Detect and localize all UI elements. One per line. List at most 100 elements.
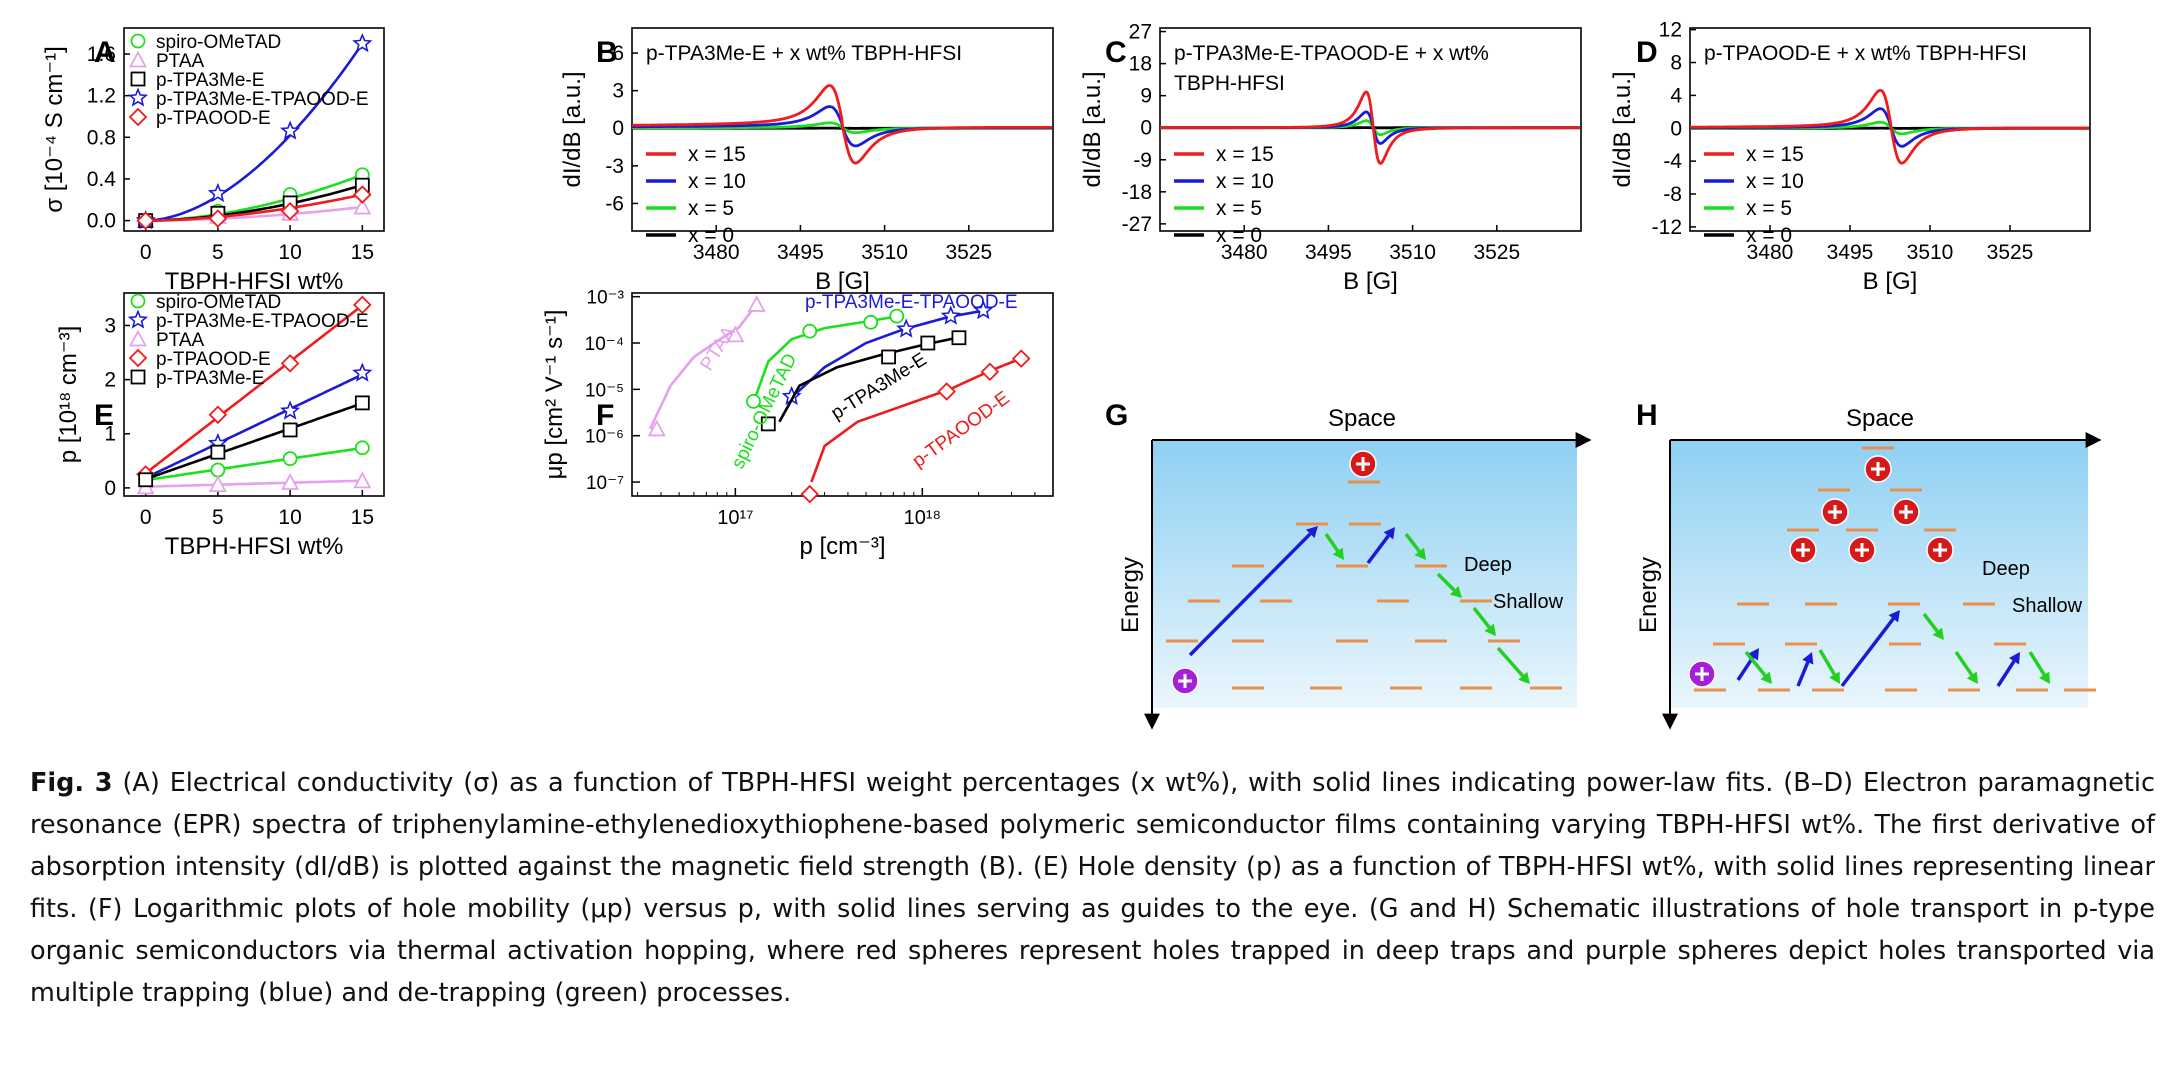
panel-letter-b: B <box>596 36 618 69</box>
y-tick-label: -18 <box>1122 181 1152 204</box>
x-tick-label: 3480 <box>1747 241 1794 264</box>
x-tick-label: 3510 <box>1907 241 1954 264</box>
legend-marker <box>130 293 146 309</box>
series-label-tpaood: p-TPAOOD-E <box>909 388 1014 472</box>
arrow-head <box>1305 526 1318 539</box>
data-point <box>354 395 370 411</box>
arrow-head <box>1484 623 1496 636</box>
legend-label: p-TPAOOD-E <box>156 349 271 370</box>
arrow-head <box>1760 671 1772 684</box>
data-point <box>208 475 227 493</box>
y-tick-label: -27 <box>1122 213 1152 236</box>
data-point <box>207 182 228 203</box>
legend-label: x = 5 <box>688 197 734 220</box>
plot-frame <box>1159 27 1582 232</box>
x-axis-label: B [G] <box>1343 268 1398 295</box>
arrow-head <box>1332 547 1344 560</box>
legend-label: x = 0 <box>1746 224 1792 247</box>
arrow-head <box>2039 671 2050 684</box>
y-axis-label: p [10¹⁸ cm⁻³] <box>55 326 82 463</box>
fit-line-p-TPA3Me-E-TPAOOD-E <box>145 42 364 222</box>
panel-e-chart: 0 5 10 15 0 1 2 3 TBPH-HFSI wt% p [10¹⁸ cm⁻³] spir… <box>55 292 385 560</box>
detrapping-arrow <box>1818 649 1836 676</box>
x-tick-label: 15 <box>351 241 374 264</box>
plot-frame <box>123 27 385 232</box>
data-point <box>279 120 301 140</box>
data-point <box>896 318 917 338</box>
y-tick-label: 12 <box>1659 19 1682 42</box>
detrapping-arrow <box>1954 651 1974 676</box>
legend-label: spiro-OMeTAD <box>156 32 281 53</box>
plot-frame <box>631 292 1054 497</box>
y-tick-label: -6 <box>605 192 624 215</box>
y-tick-label: 8 <box>1670 52 1682 75</box>
data-point <box>889 308 905 324</box>
data-point <box>937 382 956 401</box>
x-axis-label: B [G] <box>1863 268 1918 295</box>
x-tick-label: 10 <box>278 241 301 264</box>
legend-marker <box>128 329 148 347</box>
figure-caption: Fig. 3 (A) Electrical conductivity (σ) a… <box>30 762 2155 1014</box>
data-point <box>980 362 1000 382</box>
y-tick-label: 1.2 <box>87 85 116 108</box>
shallow-label-g: Shallow <box>1493 591 1564 613</box>
detrapping-arrow <box>1922 612 1939 633</box>
panel-f-chart: 10¹⁷ 10¹⁸ 10⁻⁷ 10⁻⁶ 10⁻⁵ 10⁻⁴ 10⁻³ p [cm⁻³] μp [… <box>541 288 1054 560</box>
data-point <box>802 323 818 339</box>
x-tick-label: 3480 <box>1221 241 1268 264</box>
arrow-head <box>1888 610 1900 623</box>
data-point <box>353 197 372 215</box>
deep-label-h: Deep <box>1982 558 2030 580</box>
legend-marker <box>128 107 148 127</box>
legend-label: p-TPAOOD-E <box>156 108 271 129</box>
y-tick-label: 10⁻⁶ <box>585 427 624 448</box>
y-tick-label: 2 <box>104 369 116 392</box>
y-tick-label: 0 <box>1670 117 1682 140</box>
detrapping-arrow <box>1324 533 1340 552</box>
data-point <box>353 471 372 489</box>
data-point <box>647 419 666 437</box>
legend-marker <box>130 33 146 49</box>
x-tick-label: 3495 <box>1305 241 1352 264</box>
arrow-head <box>1802 652 1814 665</box>
trapping-arrow <box>1188 532 1312 657</box>
data-point <box>138 472 154 488</box>
legend-label: x = 0 <box>1216 224 1262 247</box>
legend-marker <box>127 309 149 329</box>
spectrum-x = 15 <box>1160 90 1581 166</box>
data-point <box>354 440 370 456</box>
y-tick-label: 0 <box>612 117 624 140</box>
y-tick-label: 1 <box>104 423 116 446</box>
legend-marker <box>128 50 148 68</box>
data-point <box>863 314 879 330</box>
data-point <box>136 211 155 230</box>
legend-label: x = 15 <box>1746 143 1804 166</box>
y-axis-label: dI/dB [a.u.] <box>559 71 586 187</box>
x-tick-label: 3495 <box>1827 241 1874 264</box>
fit-line-p-TPAOOD-E <box>144 304 364 475</box>
detrapping-arrow <box>1404 532 1421 553</box>
y-axis-label: μp [cm² V⁻¹ s⁻¹] <box>541 310 568 480</box>
panel-letter-a: A <box>94 36 116 69</box>
legend-label: x = 5 <box>1746 197 1792 220</box>
y-tick-label: -9 <box>1133 149 1152 172</box>
x-axis-label: TBPH-HFSI wt% <box>165 268 344 295</box>
data-point <box>280 400 301 420</box>
panel-title: p-TPAOOD-E + x wt% TBPH-HFSI <box>1704 42 2027 65</box>
y-tick-label: -8 <box>1663 183 1682 206</box>
trapping-arrow <box>1996 660 2016 687</box>
x-tick-label: 5 <box>212 241 224 264</box>
x-axis-label: p [cm⁻³] <box>799 533 885 560</box>
spectrum-x = 15 <box>1690 88 2090 165</box>
caption-text: (A) Electrical conductivity (σ) as a fun… <box>30 768 2155 1008</box>
y-tick-label: 6 <box>612 42 624 65</box>
y-axis-label: σ [10⁻⁴ S cm⁻¹] <box>41 46 68 213</box>
y-tick-label: 9 <box>1140 85 1152 108</box>
data-point <box>210 462 226 478</box>
space-label-h: Space <box>1846 405 1914 432</box>
panel-c-chart: 3480 3495 3510 3525 -27 -18 -9 0 9 18 27 B [G] dI/dB… <box>1079 21 1582 295</box>
panel-title: p-TPA3Me-E-TPAOOD-E + x wt% <box>1174 42 1489 65</box>
detrapping-arrow <box>1744 650 1767 677</box>
legend-label: x = 5 <box>1216 197 1262 220</box>
